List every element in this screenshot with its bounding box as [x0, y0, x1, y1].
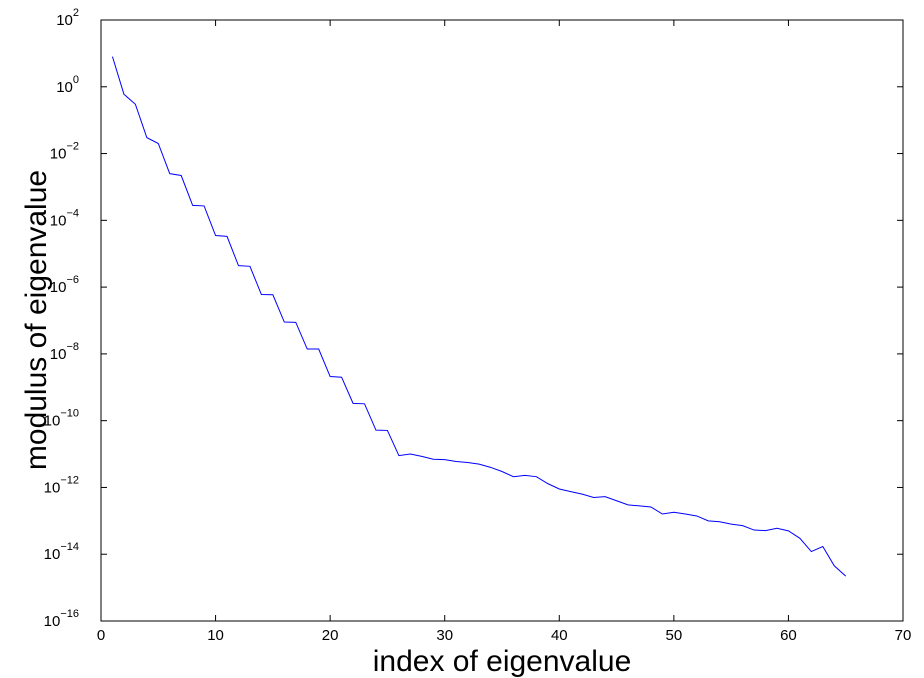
x-tick-label: 40	[551, 627, 568, 644]
y-tick-base: 10	[56, 79, 73, 96]
y-tick-exponent: −16	[60, 608, 79, 620]
y-tick-exponent: 0	[73, 74, 79, 86]
x-axis: 0 10 20 30 40 50 60 70	[97, 20, 912, 644]
x-tick-label: 60	[780, 627, 797, 644]
y-tick-exponent: −12	[60, 474, 79, 486]
y-tick-base: 10	[44, 479, 61, 496]
x-tick-label: 20	[322, 627, 339, 644]
y-axis: 10−1610−1410−1210−1010−810−610−410−21001…	[44, 7, 903, 630]
y-tick-base: 10	[44, 413, 61, 430]
y-tick-label: 10−2	[50, 141, 79, 163]
y-tick-base: 10	[50, 346, 67, 363]
y-tick-label: 10−12	[44, 474, 79, 496]
x-tick-label: 0	[97, 627, 105, 644]
y-tick-label: 10−16	[44, 608, 79, 630]
y-tick-exponent: −6	[66, 274, 79, 286]
y-tick-base: 10	[56, 12, 73, 29]
y-tick-label: 10−14	[44, 541, 79, 563]
y-tick-label: 10−10	[44, 408, 79, 430]
x-tick-label: 70	[895, 627, 912, 644]
y-tick-base: 10	[50, 279, 67, 296]
y-tick-label: 10−8	[50, 341, 79, 363]
y-tick-label: 10−4	[50, 207, 79, 229]
y-tick-exponent: −14	[60, 541, 79, 553]
x-tick-label: 10	[207, 627, 224, 644]
y-tick-exponent: −8	[66, 341, 79, 353]
plot-area	[100, 19, 904, 622]
y-tick-label: 102	[56, 7, 79, 29]
x-tick-label: 30	[436, 627, 453, 644]
y-axis-title: modulus of eigenvalue	[20, 170, 53, 470]
y-tick-exponent: −2	[66, 141, 79, 153]
x-tick-label: 50	[666, 627, 683, 644]
x-axis-title: index of eigenvalue	[373, 645, 632, 678]
y-tick-exponent: −10	[60, 408, 79, 420]
y-tick-label: 100	[56, 74, 79, 96]
y-tick-base: 10	[50, 212, 67, 229]
y-tick-base: 10	[44, 613, 61, 630]
y-tick-exponent: 2	[73, 7, 79, 19]
y-tick-exponent: −4	[66, 207, 79, 219]
y-tick-label: 10−6	[50, 274, 79, 296]
y-tick-base: 10	[44, 546, 61, 563]
series-line	[111, 56, 847, 577]
y-tick-base: 10	[50, 146, 67, 163]
